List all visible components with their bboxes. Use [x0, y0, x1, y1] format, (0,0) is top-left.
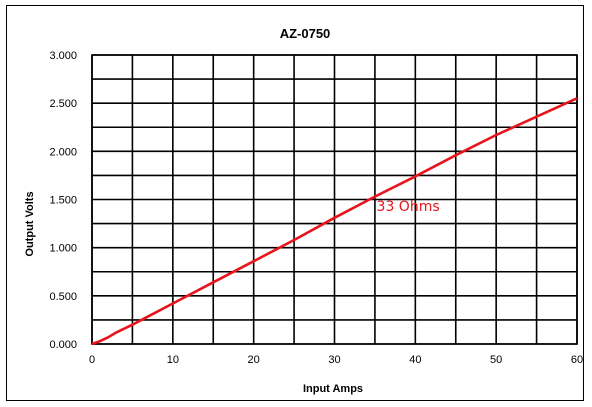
- x-axis-title: Input Amps: [303, 383, 363, 395]
- plot-area-border: [91, 54, 578, 345]
- y-tick-label: 0.000: [49, 339, 77, 351]
- y-tick-label: 2.500: [49, 98, 77, 110]
- y-tick-label: 1.000: [49, 243, 77, 255]
- series-layer: [91, 97, 578, 346]
- x-tick-label: 0: [89, 354, 95, 366]
- x-axis-ticks: 0 10 20 30 40 50 60: [89, 354, 583, 366]
- y-axis-ticks: 0.000 0.500 1.000 1.500 2.000 2.500 3.000: [49, 50, 77, 351]
- annotations: 33 Ohms: [377, 199, 440, 215]
- x-tick-label: 50: [490, 354, 502, 366]
- y-tick-label: 1.500: [49, 195, 77, 207]
- series-line: [91, 97, 578, 346]
- x-tick-label: 20: [248, 354, 260, 366]
- x-tick-label: 10: [167, 354, 179, 366]
- line-chart: AZ-0750 0 10 20 30 40 50 60 0.000 0.500 1.000 1.5…: [24, 26, 583, 395]
- x-tick-label: 40: [409, 354, 421, 366]
- y-tick-label: 3.000: [49, 50, 77, 62]
- chart-title: AZ-0750: [280, 26, 331, 41]
- y-tick-label: 2.000: [49, 146, 77, 158]
- y-axis-title: Output Volts: [24, 191, 36, 256]
- annotation-label: 33 Ohms: [377, 199, 440, 215]
- grid: [91, 54, 578, 345]
- x-tick-label: 30: [328, 354, 340, 366]
- y-tick-label: 0.500: [49, 291, 77, 303]
- chart-frame: AZ-0750 0 10 20 30 40 50 60 0.000 0.500 1.000 1.5…: [6, 5, 584, 401]
- x-tick-label: 60: [571, 354, 583, 366]
